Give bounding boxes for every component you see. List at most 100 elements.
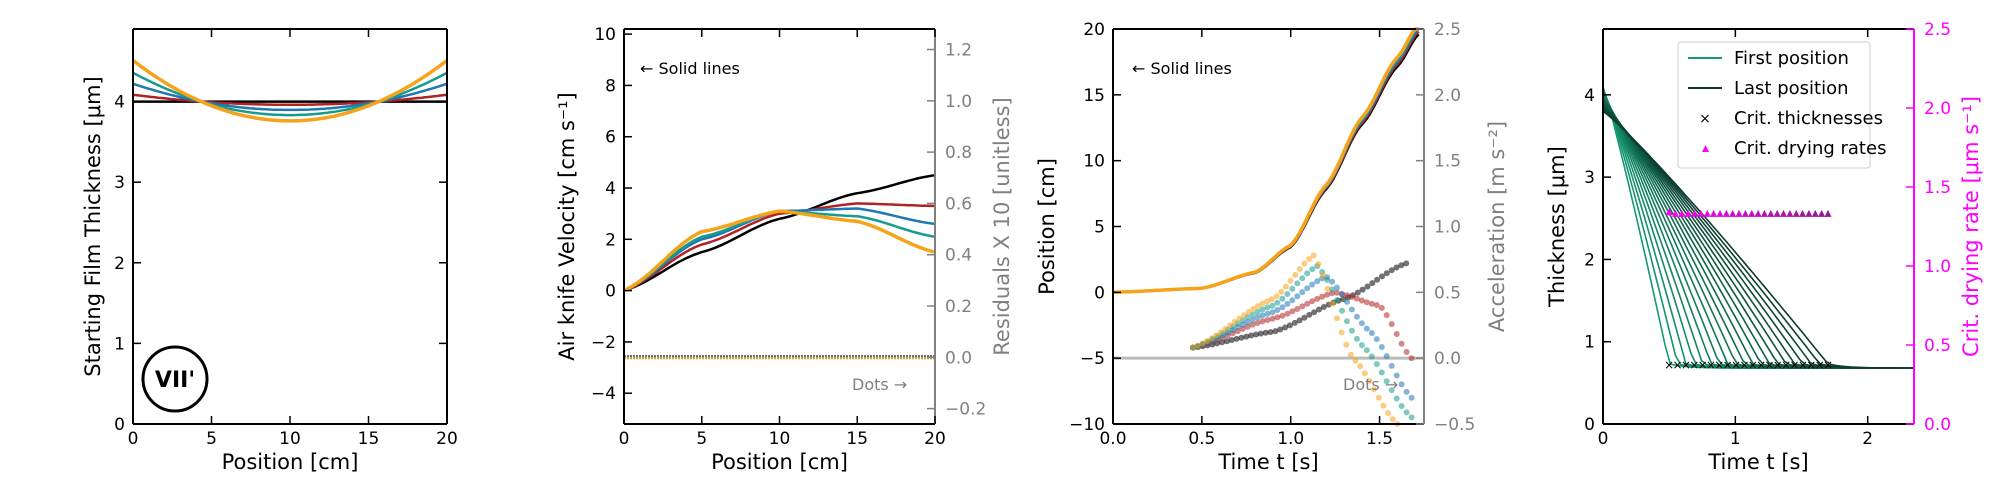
acceleration-dot-blue [1339,291,1345,298]
acceleration-dot-orange [1264,298,1271,305]
acceleration-dot-red [1284,310,1291,317]
acceleration-dot-orange [1306,256,1313,262]
thickness-line-orange [131,59,449,123]
acceleration-dot-red [1398,340,1405,347]
crit-thickness-marker: × [1714,358,1724,372]
acceleration-dot-blue [1244,319,1251,326]
acceleration-dot-orange [1375,394,1382,401]
acceleration-dot-blue [1269,309,1276,316]
acceleration-dot-orange [1371,386,1378,393]
position-line-orange [1112,27,1419,295]
y-tick-label: 10 [594,25,616,45]
acceleration-dot-teal [1334,297,1340,303]
acceleration-dot-orange [1380,402,1387,409]
acceleration-dot-red [1353,295,1360,302]
velocity-line-blue [623,207,936,292]
acceleration-dot-black [1238,334,1245,341]
y-tick-label: 6 [605,128,616,148]
y-tick-label: 8 [605,76,616,96]
acceleration-dot-orange [1310,252,1317,259]
crit-drying-rate-marker [1716,209,1724,217]
acceleration-dot-orange [1222,325,1229,332]
crit-thickness-marker: × [1806,358,1816,372]
acceleration-dot-red [1304,300,1311,307]
y-axis-label: Starting Film Thickness [μm] [81,76,105,376]
acceleration-dot-teal [1348,327,1355,334]
acceleration-dot-black [1282,324,1289,331]
crit-drying-rate-marker [1818,209,1826,217]
y2-tick-label: 0.2 [945,297,972,317]
acceleration-dot-blue [1393,372,1400,379]
acceleration-dot-red [1368,300,1375,307]
crit-drying-rate-marker [1767,209,1775,217]
acceleration-dot-red [1299,303,1306,310]
acceleration-dot-blue [1383,353,1390,360]
acceleration-dot-orange [1287,277,1294,284]
acceleration-dot-orange [1385,410,1392,416]
legend-swatch-crit-thickness: × [1699,111,1711,127]
y-axis-label: Air knife Velocity [cm s⁻¹] [555,92,579,360]
x-axis-label: Position [cm] [711,450,848,474]
acceleration-dot-black [1403,260,1410,267]
acceleration-dot-teal [1408,414,1415,421]
x-tick-label: 20 [436,429,458,449]
acceleration-dot-black [1296,317,1303,324]
acceleration-dot-red [1319,293,1326,300]
y2-tick-label: 0.5 [1924,336,1951,356]
acceleration-dot-orange [1301,260,1308,267]
legend-swatch-crit-drying-rate [1702,145,1709,152]
acceleration-dot-blue [1289,297,1296,304]
crit-thickness-marker: × [1706,358,1716,372]
y2-tick-label: 1.0 [945,92,972,112]
x-tick-label: 10 [279,429,301,449]
annotation-dots: Dots → [852,375,907,394]
acceleration-dot-teal [1264,304,1271,311]
crit-drying-rate-marker [1811,209,1819,217]
acceleration-dot-teal [1254,308,1261,315]
acceleration-dot-blue [1309,281,1316,288]
crit-thickness-marker: × [1664,358,1674,372]
acceleration-dot-blue [1294,293,1301,300]
acceleration-dot-red [1309,298,1316,305]
acceleration-dot-teal [1363,347,1370,354]
acceleration-dot-orange [1343,341,1350,348]
x-tick-label: 5 [696,429,707,449]
acceleration-dot-black [1393,264,1400,271]
x-tick-label: 0.5 [1188,429,1215,449]
crit-thickness-marker: × [1815,358,1825,372]
acceleration-dot-orange [1268,296,1275,303]
acceleration-dot-teal [1378,369,1385,376]
crit-drying-rate-marker [1773,209,1781,217]
acceleration-dot-black [1262,329,1269,336]
acceleration-dot-red [1334,289,1340,296]
crit-drying-rate-marker [1805,209,1813,217]
acceleration-dot-black [1388,267,1395,274]
acceleration-dot-blue [1363,325,1370,332]
acceleration-dot-blue [1279,304,1286,311]
acceleration-dot-black [1369,280,1376,287]
x-tick-label: 2 [1862,429,1873,449]
acceleration-dot-teal [1309,266,1316,273]
acceleration-dot-black [1228,337,1235,343]
badge-label: VII' [155,368,195,393]
acceleration-dot-teal [1259,306,1266,313]
acceleration-dot-red [1259,318,1266,325]
acceleration-dot-black [1248,332,1255,339]
y-tick-label: 4 [114,93,125,113]
acceleration-dot-black [1301,314,1308,321]
acceleration-dot-red [1344,292,1350,299]
y2-tick-label: 0.5 [1434,283,1461,303]
acceleration-dot-red [1254,320,1261,326]
crit-thickness-marker: × [1689,358,1699,372]
acceleration-dot-orange [1329,300,1336,307]
acceleration-dot-blue [1284,300,1291,307]
acceleration-dot-black [1257,330,1264,337]
acceleration-dot-red [1408,355,1415,362]
crit-thickness-marker: × [1773,358,1783,372]
acceleration-dot-red [1314,295,1321,302]
acceleration-dot-black [1286,322,1293,329]
y-tick-label: 3 [114,173,125,193]
x-axis-label: Position [cm] [222,450,359,474]
acceleration-dot-orange [1338,329,1345,336]
acceleration-dot-orange [1231,318,1238,325]
